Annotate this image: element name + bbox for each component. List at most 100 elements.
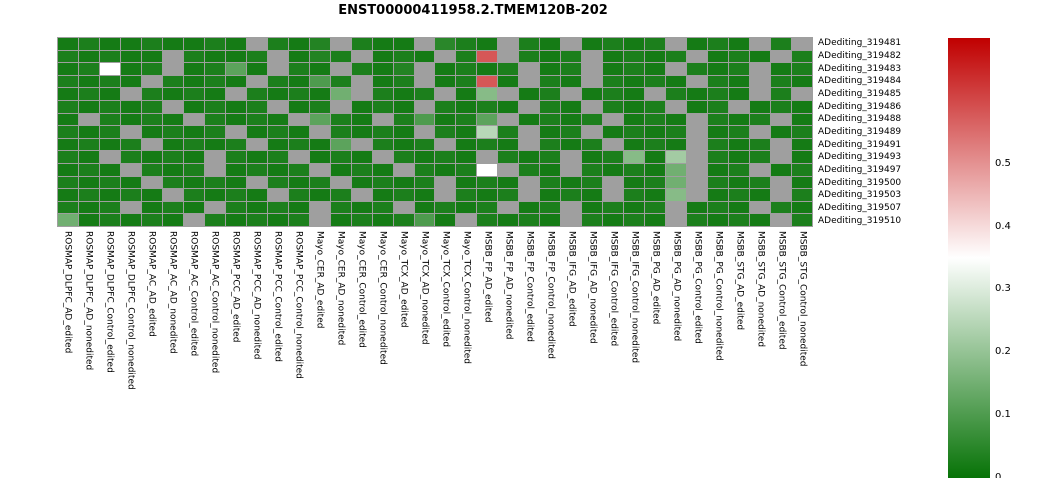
col-label: MSBB_IFG_Control_edited <box>608 231 619 347</box>
heatmap-cell <box>624 214 645 226</box>
heatmap-cell <box>309 189 330 201</box>
heatmap-cell <box>435 138 456 151</box>
heatmap-cell <box>414 101 435 113</box>
heatmap-cell <box>624 151 645 163</box>
heatmap-cell <box>99 176 120 189</box>
heatmap-cell <box>99 38 120 50</box>
col-label: Mayo_CER_Control_edited <box>356 231 367 348</box>
heatmap-cell <box>246 164 267 176</box>
colorbar-tick-label: 0.2 <box>995 346 1011 358</box>
heatmap-cell <box>750 214 771 226</box>
heatmap-cell <box>708 75 729 88</box>
heatmap-cell <box>351 88 372 100</box>
colorbar-tick-label: 0.1 <box>995 409 1011 421</box>
heatmap-cell <box>582 38 603 50</box>
heatmap-cell <box>729 101 750 113</box>
heatmap-cell <box>477 201 498 214</box>
heatmap-cell <box>351 126 372 138</box>
heatmap-cell <box>246 214 267 226</box>
heatmap-cell <box>58 164 78 176</box>
heatmap-cell <box>729 113 750 126</box>
heatmap-cell <box>624 88 645 100</box>
heatmap-cell <box>477 138 498 151</box>
heatmap-cell <box>246 138 267 151</box>
heatmap-cell <box>372 164 393 176</box>
heatmap-cell <box>267 38 288 50</box>
heatmap-cell <box>162 138 183 151</box>
heatmap-cell <box>204 189 225 201</box>
heatmap-cell <box>687 63 708 75</box>
heatmap-cell <box>309 164 330 176</box>
col-label: ROSMAP_PCC_Control_edited <box>272 231 283 362</box>
heatmap-cell <box>162 214 183 226</box>
heatmap-cell <box>58 113 78 126</box>
heatmap-cell <box>792 50 812 63</box>
heatmap-cell <box>183 63 204 75</box>
heatmap-cell <box>162 201 183 214</box>
heatmap-cell <box>414 214 435 226</box>
heatmap-cell <box>183 151 204 163</box>
heatmap-cell <box>288 138 309 151</box>
col-label: Mayo_CER_Control_nonedited <box>377 231 388 365</box>
heatmap-cell <box>120 214 141 226</box>
heatmap-cell <box>330 113 351 126</box>
heatmap-cell <box>456 151 477 163</box>
heatmap-cell <box>330 189 351 201</box>
heatmap-cell <box>78 113 99 126</box>
heatmap-cell <box>141 75 162 88</box>
heatmap-cell <box>477 214 498 226</box>
heatmap-cell <box>561 214 582 226</box>
heatmap-cell <box>435 113 456 126</box>
col-label: MSBB_STG_AD_edited <box>734 231 745 331</box>
heatmap-cell <box>414 75 435 88</box>
heatmap-cell <box>519 101 540 113</box>
row-label: ADediting_319510 <box>818 215 902 226</box>
heatmap-cell <box>582 113 603 126</box>
heatmap-cell <box>58 214 78 226</box>
heatmap-cell <box>624 63 645 75</box>
heatmap-cell <box>141 50 162 63</box>
heatmap-cell <box>624 138 645 151</box>
heatmap-cell <box>603 189 624 201</box>
heatmap-cell <box>771 189 792 201</box>
heatmap-cell <box>792 201 812 214</box>
heatmap-cell <box>708 101 729 113</box>
heatmap-cell <box>561 101 582 113</box>
col-label: ROSMAP_DLPFC_AD_edited <box>62 231 73 354</box>
heatmap-cell <box>603 38 624 50</box>
heatmap-cell <box>330 63 351 75</box>
heatmap-cell <box>141 88 162 100</box>
heatmap-cell <box>519 164 540 176</box>
heatmap-cell <box>372 113 393 126</box>
heatmap-cell <box>162 176 183 189</box>
heatmap-cell <box>78 214 99 226</box>
heatmap-cell <box>582 126 603 138</box>
heatmap-cell <box>288 88 309 100</box>
heatmap-cell <box>351 75 372 88</box>
heatmap-cell <box>792 75 812 88</box>
heatmap-cell <box>792 214 812 226</box>
heatmap-cell <box>792 101 812 113</box>
heatmap-cell <box>771 75 792 88</box>
heatmap-cell <box>309 201 330 214</box>
heatmap-cell <box>477 164 498 176</box>
heatmap-cell <box>624 101 645 113</box>
heatmap-cell <box>351 201 372 214</box>
heatmap-cell <box>330 101 351 113</box>
heatmap-cell <box>750 75 771 88</box>
heatmap-cell <box>372 101 393 113</box>
heatmap-cell <box>561 201 582 214</box>
heatmap-cell <box>498 38 519 50</box>
heatmap-cell <box>645 75 666 88</box>
heatmap-cell <box>120 176 141 189</box>
heatmap-cell <box>750 151 771 163</box>
heatmap-cell <box>729 50 750 63</box>
heatmap-cell <box>792 63 812 75</box>
heatmap-cell <box>708 88 729 100</box>
heatmap-cell <box>204 151 225 163</box>
heatmap-cell <box>267 176 288 189</box>
heatmap-cell <box>729 88 750 100</box>
heatmap-cell <box>456 63 477 75</box>
heatmap-cell <box>225 201 246 214</box>
